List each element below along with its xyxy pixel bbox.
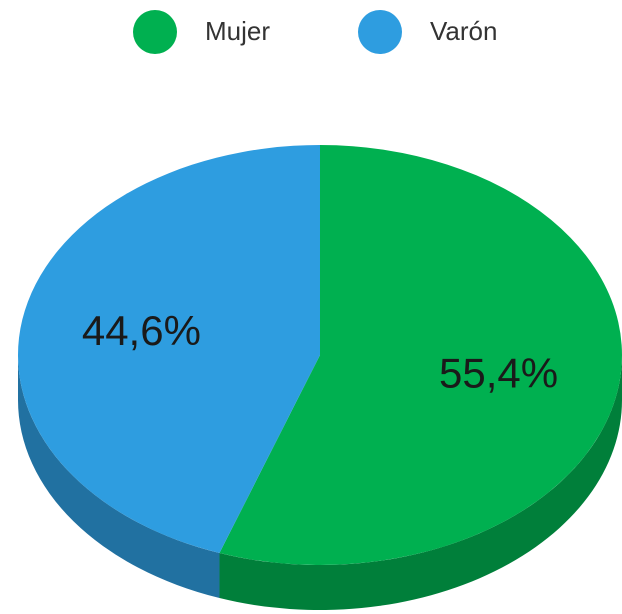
pie-slice xyxy=(219,145,622,565)
pie-slice xyxy=(18,145,320,554)
pie-side xyxy=(219,355,622,610)
legend-label: Varón xyxy=(430,16,497,46)
pie-side xyxy=(18,355,220,599)
legend-swatch xyxy=(133,10,177,54)
value-label: 44,6% xyxy=(82,307,201,354)
legend-swatch xyxy=(358,10,402,54)
legend-label: Mujer xyxy=(205,16,270,46)
value-label: 55,4% xyxy=(439,349,558,396)
